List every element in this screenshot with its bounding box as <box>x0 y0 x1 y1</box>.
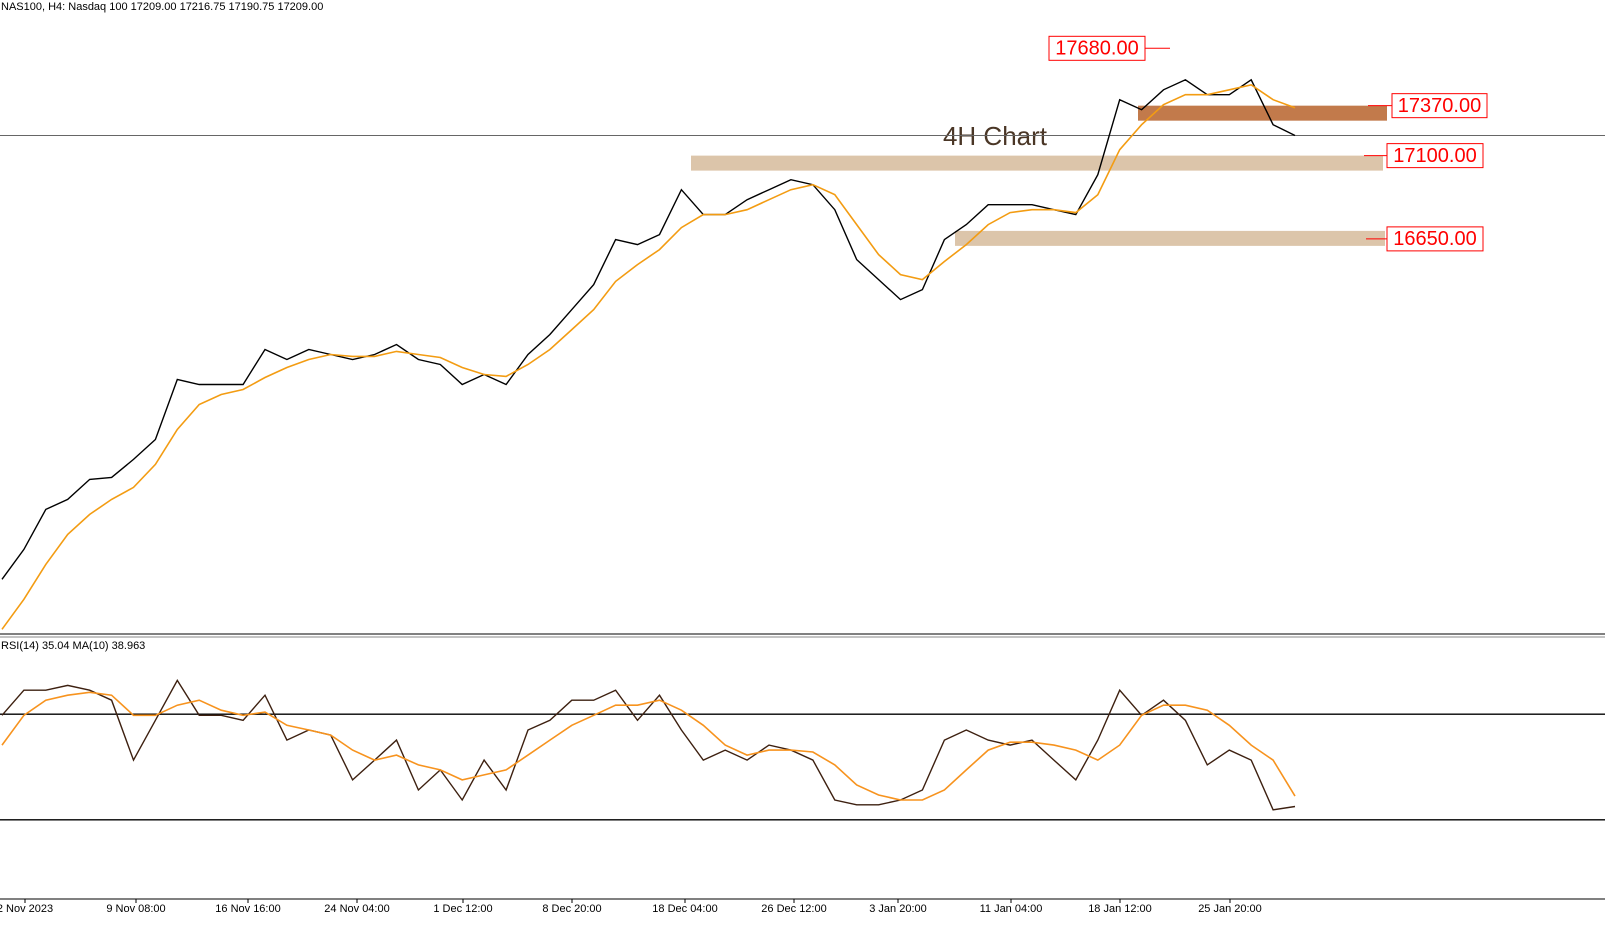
zone <box>955 230 1385 246</box>
level-label: 17370.00 <box>1398 95 1481 117</box>
level-label: 17680.00 <box>1055 38 1138 60</box>
x-tick-label: 25 Jan 20:00 <box>1198 903 1262 915</box>
x-tick-label: 16 Nov 16:00 <box>215 903 280 915</box>
x-tick-label: 2 Nov 2023 <box>0 903 53 915</box>
series-line <box>1 679 1296 811</box>
indicator-title: RSI(14) 35.04 MA(10) 38.963 <box>1 640 145 652</box>
series-line <box>1 83 1296 630</box>
x-tick-label: 18 Dec 04:00 <box>652 903 717 915</box>
x-tick-label: 18 Jan 12:00 <box>1088 903 1152 915</box>
level-label-box <box>1048 35 1146 61</box>
level-label: 17100.00 <box>1393 145 1476 167</box>
level-label: 16650.00 <box>1393 228 1476 250</box>
x-tick-label: 3 Jan 20:00 <box>869 903 927 915</box>
x-tick-label: 24 Nov 04:00 <box>324 903 389 915</box>
zone <box>691 155 1383 171</box>
level-label-box <box>1386 143 1484 169</box>
series-line <box>1 691 1296 801</box>
chart-title: NAS100, H4: Nasdaq 100 17209.00 17216.75… <box>1 1 323 13</box>
x-tick-label: 8 Dec 20:00 <box>542 903 601 915</box>
zone <box>1138 105 1387 121</box>
x-tick-label: 1 Dec 12:00 <box>433 903 492 915</box>
level-label-box <box>1391 93 1488 119</box>
series-line <box>1 78 1296 580</box>
level-label-box <box>1386 226 1484 252</box>
x-tick-label: 11 Jan 04:00 <box>980 903 1043 915</box>
x-tick-label: 9 Nov 08:00 <box>106 903 165 915</box>
x-tick-label: 26 Dec 12:00 <box>761 903 826 915</box>
